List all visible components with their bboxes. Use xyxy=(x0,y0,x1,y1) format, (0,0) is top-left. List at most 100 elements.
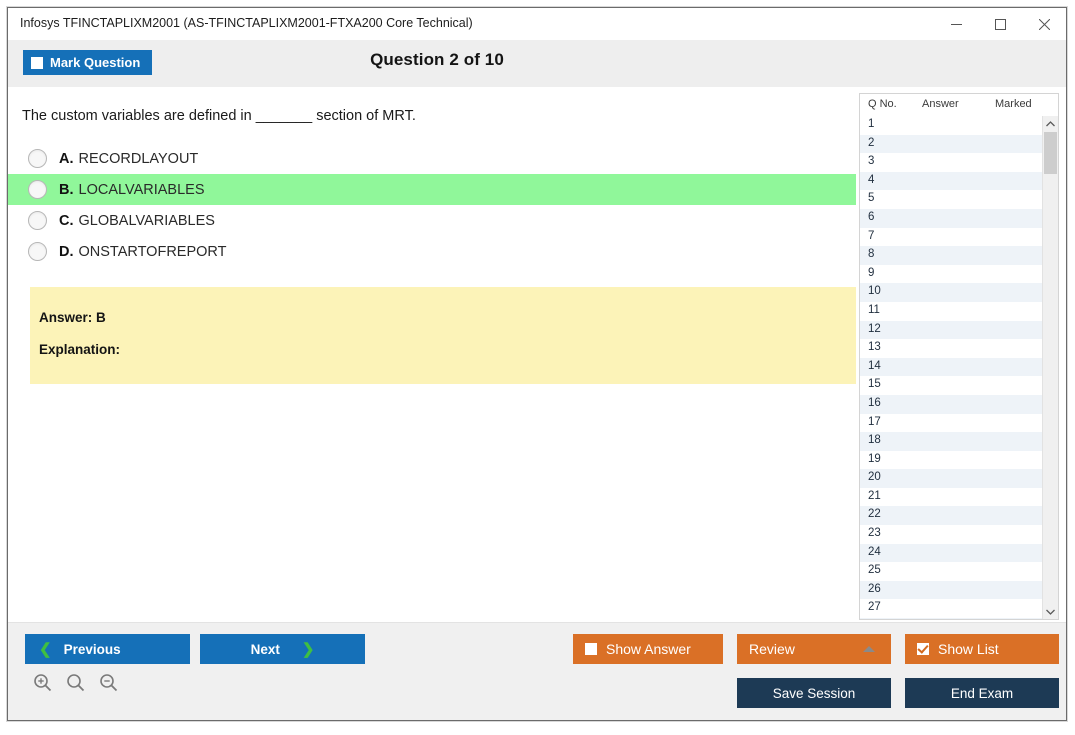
question-list-row[interactable]: 1 xyxy=(860,116,1043,135)
show-list-label: Show List xyxy=(938,641,999,657)
question-list-row[interactable]: 14 xyxy=(860,357,1043,377)
question-list-row[interactable]: 21 xyxy=(860,487,1043,507)
option-row-d[interactable]: D. ONSTARTOFREPORT xyxy=(8,236,856,267)
question-list-row[interactable]: 28 xyxy=(860,618,1043,619)
question-list-row[interactable]: 24 xyxy=(860,543,1043,563)
row-question-number: 2 xyxy=(868,136,875,149)
question-list-row[interactable]: 5 xyxy=(860,190,1043,209)
review-dropdown[interactable]: Review xyxy=(737,634,891,664)
mark-question-button[interactable]: Mark Question xyxy=(23,50,153,75)
option-radio-b[interactable] xyxy=(28,180,47,199)
question-list-row[interactable]: 27 xyxy=(860,599,1043,619)
question-list-row[interactable]: 20 xyxy=(860,469,1043,488)
explanation-label: Explanation: xyxy=(39,342,121,357)
scrollbar-thumb[interactable] xyxy=(1044,132,1057,174)
question-list-panel: Q No. Answer Marked 1 2 3 4 5 6 7 8 9 10 11 12 13 14 1… xyxy=(859,93,1059,620)
option-radio-a[interactable] xyxy=(28,149,47,168)
option-radio-c[interactable] xyxy=(28,211,47,230)
row-question-number: 25 xyxy=(868,564,881,577)
option-letter-c: C. xyxy=(59,212,74,229)
exam-window: Infosys TFINCTAPLIXM2001 (AS-TFINCTAPLIX… xyxy=(7,7,1067,721)
answer-label: Answer: B xyxy=(39,310,106,325)
row-question-number: 4 xyxy=(868,173,875,186)
row-question-number: 27 xyxy=(868,601,881,614)
question-list-row[interactable]: 26 xyxy=(860,580,1043,600)
question-list-row[interactable]: 25 xyxy=(860,562,1043,581)
previous-button-label: Previous xyxy=(63,641,121,657)
chevron-up-icon xyxy=(863,646,875,652)
option-row-c[interactable]: C. GLOBALVARIABLES xyxy=(8,205,856,236)
question-list-row[interactable]: 11 xyxy=(860,301,1043,321)
save-session-button[interactable]: Save Session xyxy=(737,678,891,708)
question-list-row[interactable]: 2 xyxy=(860,134,1043,154)
question-list-row[interactable]: 17 xyxy=(860,413,1043,433)
end-exam-button[interactable]: End Exam xyxy=(905,678,1059,708)
title-bar: Infosys TFINCTAPLIXM2001 (AS-TFINCTAPLIX… xyxy=(8,8,1066,41)
show-list-checkbox-icon[interactable] xyxy=(917,643,929,655)
zoom-reset-icon[interactable] xyxy=(66,673,85,697)
show-answer-checkbox-icon[interactable] xyxy=(585,643,597,655)
question-list-row[interactable]: 6 xyxy=(860,208,1043,228)
row-question-number: 9 xyxy=(868,266,875,279)
question-list-row[interactable]: 3 xyxy=(860,153,1043,172)
option-radio-d[interactable] xyxy=(28,242,47,261)
bottom-toolbar: ❮ Previous Next ❯ Show Answer Review xyxy=(8,622,1066,720)
question-list-row[interactable]: 15 xyxy=(860,376,1043,395)
question-list-row[interactable]: 10 xyxy=(860,283,1043,302)
question-list-row[interactable]: 12 xyxy=(860,320,1043,340)
question-list-row[interactable]: 23 xyxy=(860,525,1043,544)
window-title: Infosys TFINCTAPLIXM2001 (AS-TFINCTAPLIX… xyxy=(20,16,473,30)
minimize-icon[interactable] xyxy=(934,8,978,40)
question-list-row[interactable]: 9 xyxy=(860,264,1043,284)
scroll-down-icon[interactable] xyxy=(1043,604,1058,619)
question-list-rows[interactable]: 1 2 3 4 5 6 7 8 9 10 11 12 13 14 15 16 17 18 19 20 21 22 23 24 2… xyxy=(860,116,1043,619)
option-text-a: RECORDLAYOUT xyxy=(78,150,199,167)
question-list-header: Q No. Answer Marked xyxy=(860,94,1058,117)
row-question-number: 6 xyxy=(868,210,875,223)
question-list-row[interactable]: 13 xyxy=(860,339,1043,358)
show-answer-button[interactable]: Show Answer xyxy=(573,634,723,664)
row-question-number: 16 xyxy=(868,396,881,409)
question-list-row[interactable]: 8 xyxy=(860,246,1043,265)
option-letter-a: A. xyxy=(59,150,74,167)
scroll-up-icon[interactable] xyxy=(1043,116,1058,131)
maximize-icon[interactable] xyxy=(978,8,1022,40)
zoom-controls xyxy=(33,673,118,697)
question-list-row[interactable]: 7 xyxy=(860,227,1043,247)
question-list-row[interactable]: 22 xyxy=(860,506,1043,526)
end-exam-label: End Exam xyxy=(950,685,1014,701)
chevron-right-icon: ❯ xyxy=(301,640,315,658)
question-list-row[interactable]: 16 xyxy=(860,394,1043,414)
exam-body: The custom variables are defined in ____… xyxy=(8,87,1066,720)
answer-explanation-box: Answer: B Explanation: xyxy=(30,287,856,384)
chevron-left-icon: ❮ xyxy=(39,640,52,658)
review-label: Review xyxy=(749,641,795,657)
row-question-number: 22 xyxy=(868,508,881,521)
show-list-button[interactable]: Show List xyxy=(905,634,1059,664)
show-answer-label: Show Answer xyxy=(606,641,691,657)
option-row-b[interactable]: B. LOCALVARIABLES xyxy=(8,174,856,205)
question-list-row[interactable]: 19 xyxy=(860,450,1043,470)
row-question-number: 14 xyxy=(868,359,881,372)
close-icon[interactable] xyxy=(1022,8,1066,40)
option-letter-b: B. xyxy=(59,181,74,198)
row-question-number: 11 xyxy=(868,303,880,316)
option-row-a[interactable]: A. RECORDLAYOUT xyxy=(8,143,856,174)
row-question-number: 26 xyxy=(868,582,881,595)
previous-button[interactable]: ❮ Previous xyxy=(25,634,190,664)
row-question-number: 10 xyxy=(868,285,881,298)
question-list-row[interactable]: 4 xyxy=(860,171,1043,191)
zoom-in-icon[interactable] xyxy=(33,673,52,697)
next-button[interactable]: Next ❯ xyxy=(200,634,365,664)
question-list-scrollbar[interactable] xyxy=(1042,116,1058,619)
row-question-number: 12 xyxy=(868,322,881,335)
row-question-number: 1 xyxy=(868,118,875,130)
options-list: A. RECORDLAYOUT B. LOCALVARIABLES C. GLO… xyxy=(8,143,856,267)
question-list-row[interactable]: 18 xyxy=(860,432,1043,451)
row-question-number: 7 xyxy=(868,229,875,242)
zoom-out-icon[interactable] xyxy=(99,673,118,697)
mark-question-checkbox-icon[interactable] xyxy=(31,56,43,69)
next-button-label: Next xyxy=(250,641,280,657)
column-header-answer: Answer xyxy=(922,98,959,110)
